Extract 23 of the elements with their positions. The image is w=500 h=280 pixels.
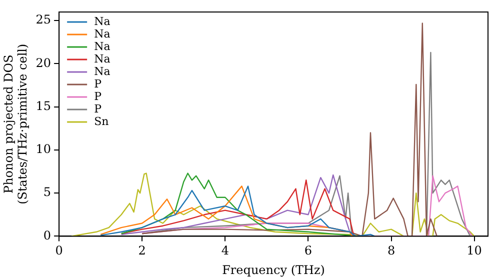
- y-tick-label: 25: [36, 12, 52, 27]
- x-axis-title: Frequency (THz): [222, 262, 325, 277]
- legend-label: P: [94, 90, 102, 103]
- y-tick-label: 10: [36, 142, 52, 156]
- y-tick-label: 0: [43, 228, 52, 242]
- legend-label: Na: [94, 64, 111, 78]
- legend-label: Na: [94, 14, 111, 28]
- y-axis-title: Phonon projected DOS (States/THz·primitive cell): [1, 44, 30, 204]
- legend-label: Na: [94, 27, 111, 40]
- legend-label: P: [94, 77, 102, 90]
- legend-label: Na: [94, 40, 111, 53]
- x-tick-label: 2: [138, 244, 146, 258]
- x-tick-label: 4: [221, 244, 230, 258]
- legend-label: P: [94, 102, 102, 116]
- x-tick-label: 8: [387, 244, 396, 258]
- y-tick-label: 15: [36, 98, 52, 113]
- legend-label: Na: [94, 52, 111, 66]
- y-tick-label: 5: [43, 185, 52, 200]
- x-tick-label: 6: [304, 244, 312, 258]
- legend-label: Sn: [94, 114, 109, 128]
- x-tick-label: 0: [55, 244, 63, 258]
- y-tick-label: 20: [36, 56, 52, 70]
- x-tick-label: 10: [466, 244, 482, 258]
